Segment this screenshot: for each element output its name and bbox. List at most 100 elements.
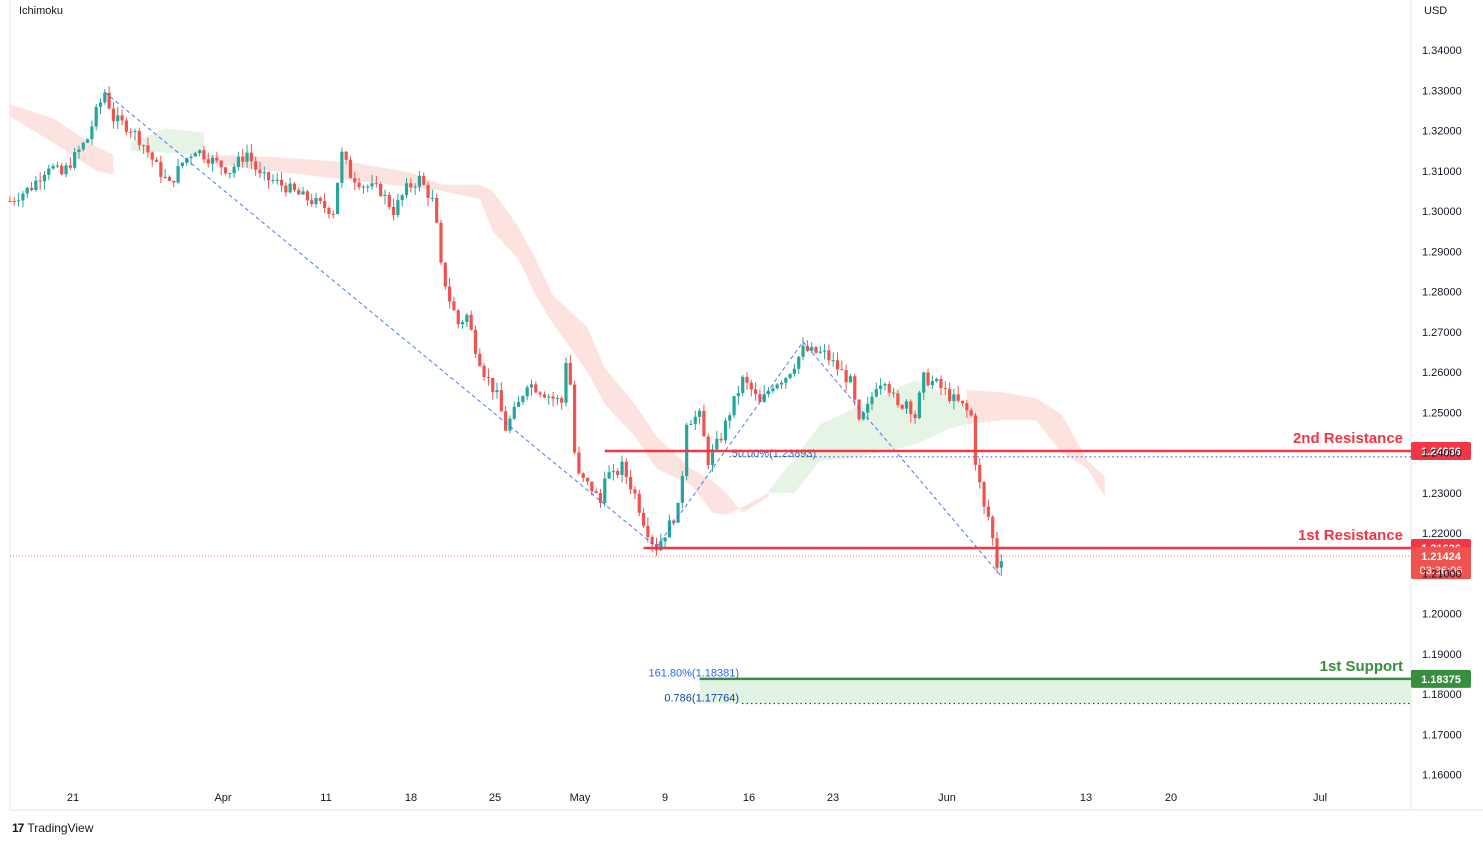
candle	[262, 166, 266, 181]
candle-body	[284, 185, 288, 193]
candle	[366, 184, 370, 193]
candle	[607, 465, 611, 480]
candle	[866, 396, 870, 420]
candle	[8, 195, 12, 203]
candle-body	[361, 186, 366, 188]
candle-body	[736, 393, 740, 397]
candle	[698, 408, 702, 425]
price-tick-label: 1.26000	[1422, 367, 1462, 379]
candle-body	[396, 200, 400, 216]
candle-body	[978, 464, 982, 483]
candle-body	[357, 182, 361, 188]
candle-body	[146, 145, 150, 153]
candle	[598, 489, 603, 508]
candle	[853, 373, 857, 406]
candle	[284, 182, 288, 197]
price-axis[interactable]: 1.34000 1.33000 1.32000 1.31000 1.30000 1.290…	[1422, 45, 1462, 782]
candle	[978, 458, 982, 489]
candle	[314, 192, 318, 208]
candle	[529, 379, 534, 396]
candle-body	[77, 149, 81, 153]
candle	[215, 152, 219, 163]
candle	[814, 346, 818, 354]
candle-body	[611, 471, 615, 473]
candle-body	[577, 452, 581, 474]
candle-body	[512, 406, 516, 419]
tradingview-logo-icon: 17	[12, 821, 24, 835]
candle	[779, 380, 784, 389]
candle	[163, 169, 167, 179]
candle	[348, 156, 353, 179]
candle	[956, 386, 960, 403]
candle-body	[568, 362, 572, 385]
candle-body	[840, 369, 844, 371]
candle-body	[866, 404, 870, 413]
candle	[917, 390, 922, 420]
candle-body	[702, 410, 706, 437]
candle	[758, 388, 762, 403]
time-tick-label: 21	[67, 792, 79, 804]
candle	[831, 352, 835, 367]
candle	[47, 164, 51, 180]
level-name-label: 2nd Resistance	[1293, 430, 1403, 447]
candle	[206, 152, 210, 168]
candle	[775, 383, 779, 390]
candle-body	[762, 394, 766, 402]
candles	[8, 86, 1003, 576]
candle	[620, 455, 624, 483]
time-axis[interactable]: 21 Apr 11 18 25 May 9 16 23 Jun 13 20 Jul	[67, 792, 1327, 804]
candle	[55, 161, 60, 169]
candle	[603, 471, 607, 507]
candle	[60, 162, 64, 176]
candle	[370, 174, 374, 190]
candle	[521, 395, 525, 405]
candle-body	[366, 186, 370, 188]
candle-body	[331, 213, 335, 215]
level-price-badge[interactable]: 1.18375	[1411, 669, 1471, 688]
current-price-bg	[1411, 547, 1471, 580]
candle	[585, 477, 590, 486]
candle-body	[185, 158, 189, 163]
candle-body	[292, 183, 297, 191]
candle-body	[887, 384, 891, 393]
candle-body	[775, 384, 779, 389]
candle-body	[133, 130, 137, 132]
candle-body	[215, 157, 219, 161]
candle-body	[435, 197, 439, 223]
candle	[581, 472, 585, 482]
candle-body	[404, 183, 409, 196]
candle-body	[279, 179, 284, 186]
candle-body	[848, 376, 853, 383]
candle-body	[206, 159, 210, 164]
brand-name: TradingView	[27, 821, 94, 835]
candle-body	[478, 353, 482, 366]
candle-body	[236, 156, 241, 167]
candle	[85, 138, 90, 144]
candle	[943, 380, 947, 396]
candle-body	[857, 399, 861, 420]
candle	[236, 152, 241, 171]
price-tick-label: 1.25000	[1422, 407, 1462, 419]
candle-body	[81, 142, 85, 150]
current-price-badge[interactable]: 1.21424 03:36:06	[1411, 547, 1471, 580]
price-tick-label: 1.19000	[1422, 649, 1462, 661]
trendline	[802, 341, 1002, 577]
price-tick-label: 1.33000	[1422, 85, 1462, 97]
candle	[930, 375, 934, 390]
candle	[176, 158, 180, 184]
candle	[512, 401, 516, 420]
level-price-badge[interactable]: 1.24036	[1411, 442, 1471, 461]
candle-body	[521, 396, 525, 403]
candle	[960, 400, 965, 407]
candle	[792, 363, 797, 377]
candle-body	[176, 166, 180, 183]
candle	[185, 157, 189, 166]
candle	[973, 412, 978, 471]
candle	[409, 178, 413, 193]
candle-body	[581, 473, 585, 478]
candle-body	[85, 139, 90, 143]
indicator-label[interactable]: Ichimoku	[19, 5, 64, 17]
candle-body	[460, 321, 465, 325]
